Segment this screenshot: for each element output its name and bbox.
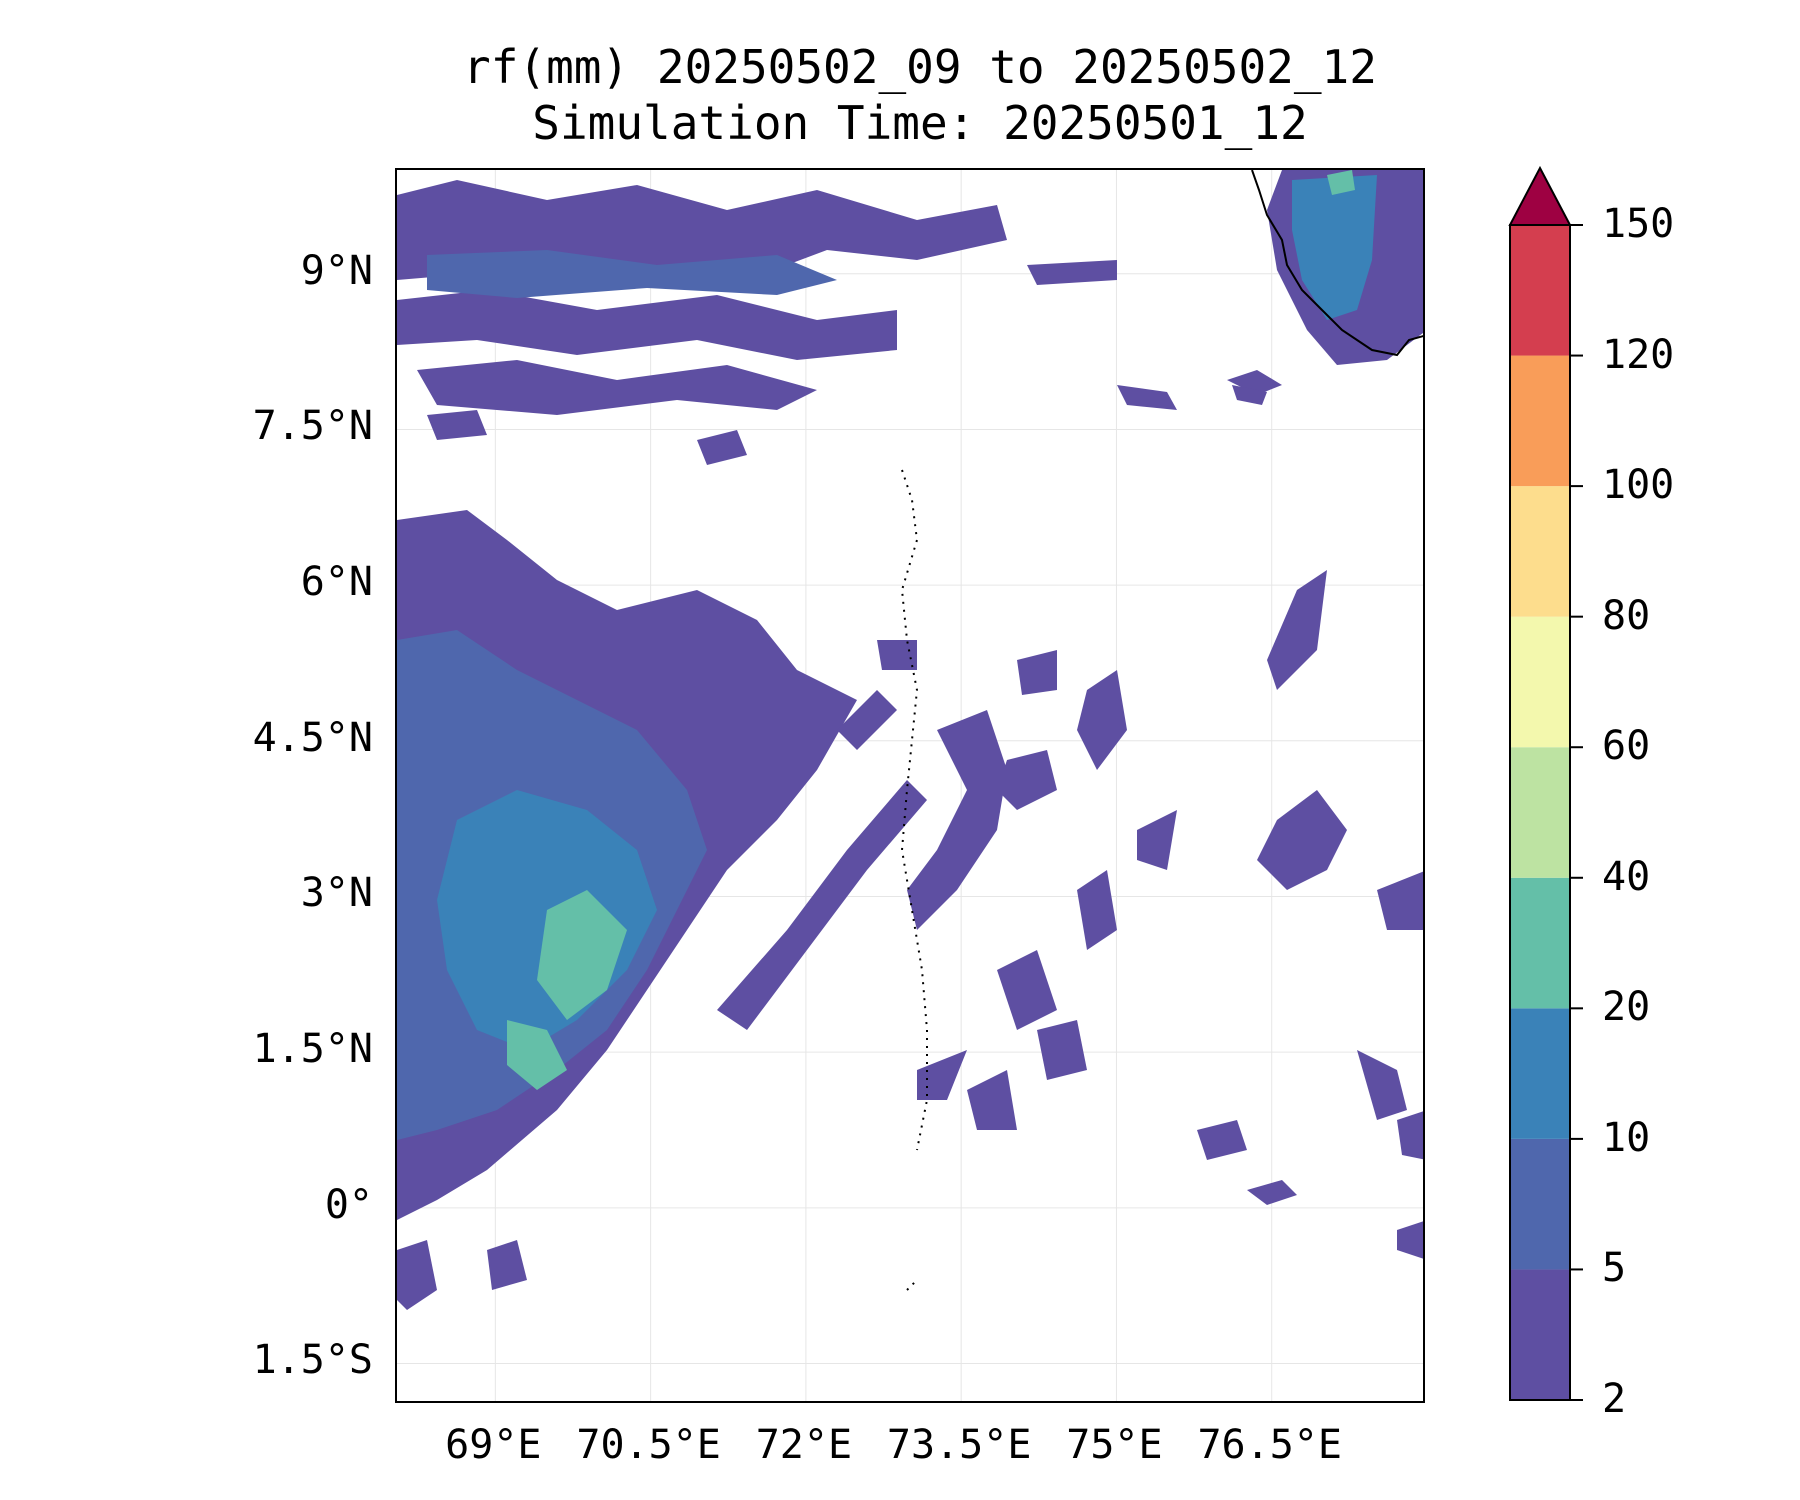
map-panel xyxy=(395,168,1425,1403)
colorbar-level-label: 40 xyxy=(1602,853,1651,900)
lon-label: 69°E xyxy=(445,1422,542,1468)
colorbar-level-label: 60 xyxy=(1602,723,1651,770)
colorbar-level-label: 2 xyxy=(1602,1376,1627,1422)
colorbar-level-label: 120 xyxy=(1602,331,1675,378)
lat-label: 1.5°N xyxy=(252,1026,373,1073)
colorbar-band-1 xyxy=(1510,1138,1570,1270)
chart-title-line1: rf(mm) 20250502_09 to 20250502_12 xyxy=(463,40,1377,94)
lat-label: 0° xyxy=(324,1181,373,1228)
colorbar-band-2 xyxy=(1510,1008,1570,1139)
maldives-islands xyxy=(900,469,928,1291)
rain-band-north-3 xyxy=(417,360,817,415)
colorbar-level-label: 80 xyxy=(1602,592,1651,639)
coastline xyxy=(1251,170,1423,357)
colorbar-band-0 xyxy=(1510,1269,1570,1400)
lat-label: 3°N xyxy=(300,870,373,917)
colorbar-extend-arrow xyxy=(1508,165,1572,226)
lon-label: 72°E xyxy=(755,1422,853,1468)
colorbar-level-label: 20 xyxy=(1602,984,1651,1031)
rain-band-north-2 xyxy=(397,290,897,360)
lon-label: 73.5°E xyxy=(886,1422,1032,1468)
colorbar-band-6 xyxy=(1510,486,1570,617)
colorbar-band-5 xyxy=(1510,616,1570,748)
colorbar xyxy=(1508,165,1583,1401)
colorbar-band-4 xyxy=(1510,747,1570,878)
rain-streak-diagonal xyxy=(717,780,927,1030)
lon-label: 70.5°E xyxy=(576,1422,721,1468)
lat-label: 6°N xyxy=(300,559,373,606)
colorbar-band-8 xyxy=(1510,225,1570,356)
lat-label: 1.5°S xyxy=(252,1337,373,1384)
rainfall-map xyxy=(397,170,1423,1401)
lat-label: 9°N xyxy=(300,247,373,294)
rainfall-contours xyxy=(397,170,1423,1310)
lat-label: 4.5°N xyxy=(252,714,373,761)
colorbar-level-label: 150 xyxy=(1602,201,1675,247)
colorbar-outline xyxy=(1509,224,1571,1401)
colorbar-level-label: 10 xyxy=(1602,1114,1651,1161)
rain-region-west-core xyxy=(537,890,627,1020)
rain-coast-nw-inner xyxy=(1292,175,1377,320)
colorbar-band-3 xyxy=(1510,877,1570,1009)
lon-label: 76.5°E xyxy=(1197,1422,1342,1468)
colorbar-level-label: 100 xyxy=(1602,462,1675,509)
chart-title-line2: Simulation Time: 20250501_12 xyxy=(532,96,1308,150)
colorbar-level-label: 5 xyxy=(1602,1245,1627,1292)
rain-band-north-inner xyxy=(427,250,837,298)
lon-label: 75°E xyxy=(1066,1422,1163,1468)
colorbar-band-7 xyxy=(1510,355,1570,487)
lat-label: 7.5°N xyxy=(252,403,373,450)
